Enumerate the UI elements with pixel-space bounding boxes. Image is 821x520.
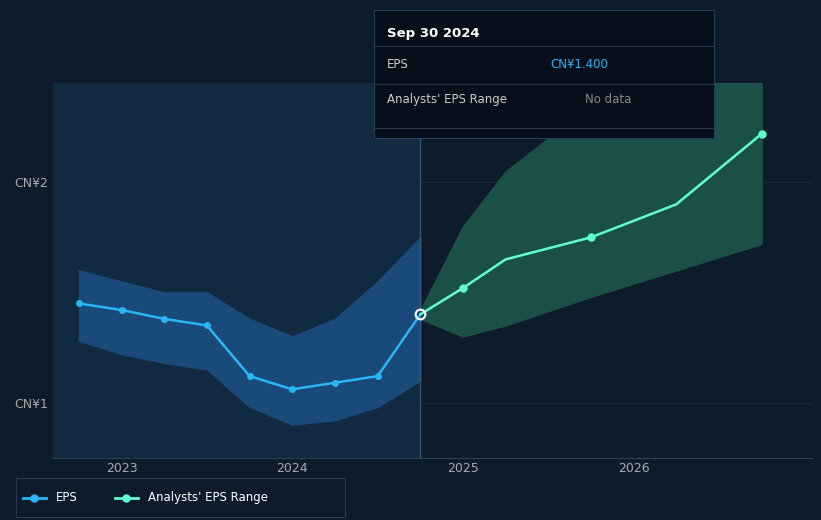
Bar [53, 83, 420, 458]
Text: Actual: Actual [374, 99, 412, 112]
Text: EPS: EPS [388, 58, 409, 71]
Text: Sep 30 2024: Sep 30 2024 [388, 27, 479, 40]
Text: No data: No data [585, 93, 631, 106]
Text: CN¥1.400: CN¥1.400 [551, 58, 608, 71]
Text: Analysts' EPS Range: Analysts' EPS Range [388, 93, 507, 106]
Text: EPS: EPS [56, 491, 77, 504]
Text: Analysts Forecasts: Analysts Forecasts [429, 99, 539, 112]
Text: Analysts' EPS Range: Analysts' EPS Range [148, 491, 268, 504]
